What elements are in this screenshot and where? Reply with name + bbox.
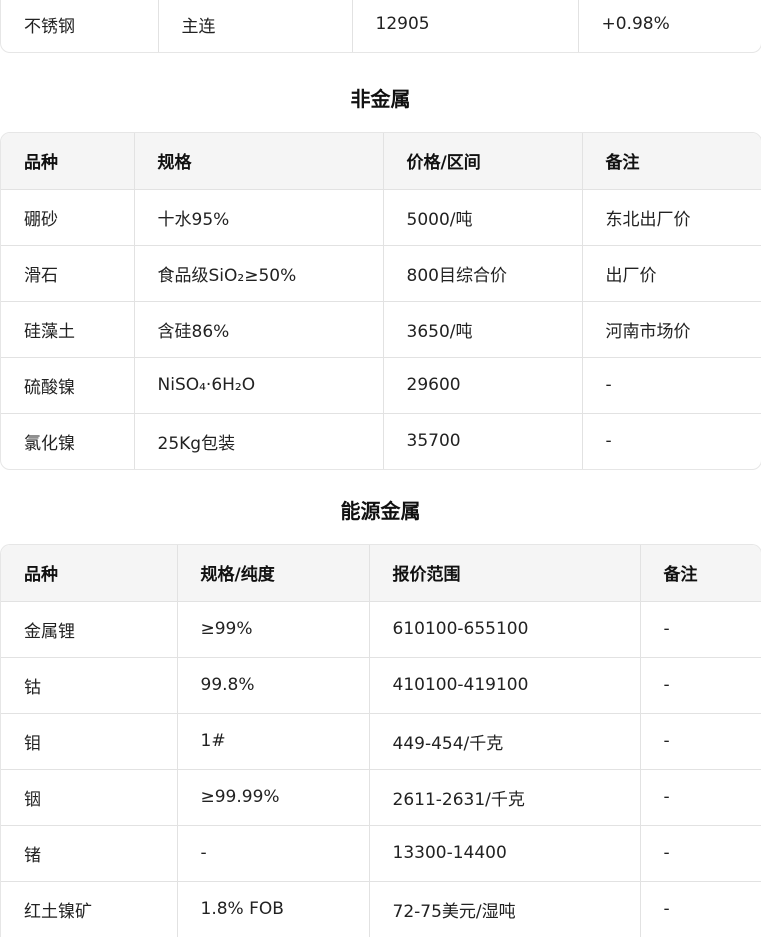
table-cell: 滑石 (1, 245, 135, 302)
table-cell: 锗 (1, 825, 178, 882)
table-cell: 99.8% (177, 657, 370, 714)
table-cell: 钼 (1, 713, 178, 770)
table-row: 钴 99.8% 410100-419100- (1, 657, 761, 714)
table-cell: 13300-14400 (369, 825, 641, 882)
table-cell: 1# (177, 713, 370, 770)
table-cell: 出厂价 (582, 245, 761, 302)
table-cell: +0.98% (601, 14, 670, 34)
table-cell: 河南市场价 (582, 301, 761, 358)
table-cell: - (640, 713, 761, 770)
table-cell: ≥99% (177, 601, 370, 658)
table-cell: 食品级SiO₂≥50% (134, 245, 384, 302)
table-row: 金属锂 ≥99% 610100-655100- (1, 601, 761, 658)
top-table-body: 不锈钢 主连 12905 +0.98% (1, 0, 761, 52)
section-title-nonmetal: 非金属 (350, 87, 411, 111)
table-cell: 含硅86% (134, 301, 384, 358)
table-cell: 410100-419100 (369, 657, 641, 714)
table-cell: 硫酸镍 (1, 357, 135, 414)
table-cell: - (640, 601, 761, 658)
column-header: 品种 (1, 133, 135, 190)
table-cell: 硅藻土 (1, 301, 135, 358)
table-cell: NiSO₄·6H₂O (134, 357, 384, 414)
column-header: 报价范围 (369, 545, 641, 602)
section-title-energy: 能源金属 (340, 499, 421, 523)
table-cell: 主连 (158, 0, 353, 52)
table-cell: - (640, 769, 761, 826)
table-cell: 72-75美元/湿吨 (369, 881, 641, 937)
table-cell: 25Kg包装 (134, 413, 384, 469)
table-row: 红土镍矿 1.8% FOB 72-75美元/湿吨 - (1, 881, 761, 937)
column-header: 价格/区间 (383, 133, 583, 190)
table-cell: 氯化镍 (1, 413, 135, 469)
table-cell: 610100-655100 (369, 601, 641, 658)
column-header: 规格 (134, 133, 384, 190)
table-row: 硅藻土 含硅86% 3650/吨 河南市场价 (1, 301, 761, 358)
column-header: 规格/纯度 (177, 545, 370, 602)
nonmetal-table: 品种 规格 价格/区间 备注 硼砂 十水95% 5000/吨 东北出厂价 滑石 食品级SiO₂≥… (0, 132, 761, 470)
table-cell: 5000/吨 (383, 189, 583, 246)
table-cell: 12905 (352, 0, 579, 52)
table-cell: 金属锂 (1, 601, 178, 658)
table-row: 锗 -13300-14400- (1, 825, 761, 882)
top-table: 不锈钢 主连 12905 +0.98% (0, 0, 761, 53)
table-cell: 十水95% (134, 189, 384, 246)
energy-table: 品种 规格/纯度 报价范围 备注 金属锂 ≥99% 610100-655100- 钴 99.8… (0, 544, 761, 937)
table-row: 钼 1# 449-454/千克 - (1, 713, 761, 770)
table-cell: 35700 (383, 413, 583, 469)
header-row: 品种 规格 价格/区间 备注 (1, 133, 761, 190)
table-cell: - (177, 825, 370, 882)
table-cell: 钴 (1, 657, 178, 714)
table-cell: - (640, 825, 761, 882)
table-cell: 1.8% FOB (177, 881, 370, 937)
nonmetal-table-body: 硼砂 十水95% 5000/吨 东北出厂价 滑石 食品级SiO₂≥50% 800目综合价 出厂… (1, 189, 761, 469)
column-header: 备注 (640, 545, 761, 602)
table-cell: 3650/吨 (383, 301, 583, 358)
table-cell: 2611-2631/千克 (369, 769, 641, 826)
table-row: 铟 ≥99.99% 2611-2631/千克 - (1, 769, 761, 826)
table-cell: ≥99.99% (177, 769, 370, 826)
table-cell: 东北出厂价 (582, 189, 761, 246)
table-row: 不锈钢 主连 12905 +0.98% (1, 0, 761, 52)
table-cell: 铟 (1, 769, 178, 826)
table-cell: - (640, 657, 761, 714)
table-row: 硫酸镍 NiSO₄·6H₂O 29600- (1, 357, 761, 414)
table-cell: 硼砂 (1, 189, 135, 246)
table-cell: - (605, 431, 612, 452)
column-header: 品种 (1, 545, 178, 602)
column-header: 备注 (582, 133, 761, 190)
energy-table-body: 金属锂 ≥99% 610100-655100- 钴 99.8% 410100-419100… (1, 601, 761, 937)
table-row: 滑石 食品级SiO₂≥50% 800目综合价 出厂价 (1, 245, 761, 302)
table-row: 硼砂 十水95% 5000/吨 东北出厂价 (1, 189, 761, 246)
table-cell: 不锈钢 (1, 0, 159, 52)
table-cell: 红土镍矿 (1, 881, 178, 937)
table-cell: 449-454/千克 (369, 713, 641, 770)
table-cell: - (663, 899, 670, 920)
table-cell: 800目综合价 (383, 245, 583, 302)
table-cell: - (582, 357, 761, 414)
header-row: 品种 规格/纯度 报价范围 备注 (1, 545, 761, 602)
table-cell: 29600 (383, 357, 583, 414)
table-row: 氯化镍 25Kg包装 35700 - (1, 413, 761, 469)
